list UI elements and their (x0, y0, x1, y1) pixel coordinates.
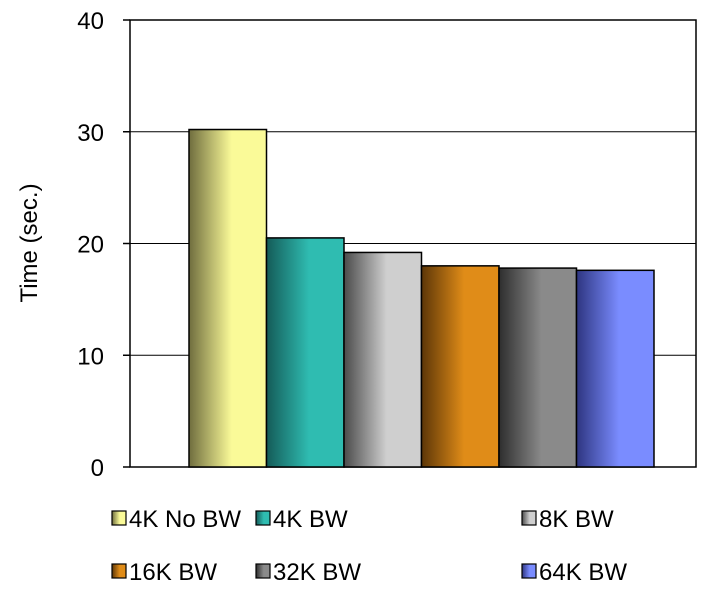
legend-swatch-4k-bw (255, 510, 271, 526)
bar-32k-bw (498, 267, 578, 468)
bar-4k-no-bw (188, 128, 268, 468)
legend-swatch-16k-bw (111, 563, 127, 579)
y-tick-label: 0 (91, 455, 104, 482)
legend: 4K No BW 4K BW 8K BW 16K BW 32K BW 64K BW (111, 506, 627, 586)
y-tick-label: 10 (77, 343, 104, 370)
y-tick-label: 20 (77, 232, 104, 259)
legend-label-64k-bw: 64K BW (539, 559, 627, 586)
legend-label-4k-no-bw: 4K No BW (129, 506, 241, 533)
bars (188, 128, 655, 468)
bar-4k-bw (265, 237, 345, 468)
y-tick-label: 30 (77, 120, 104, 147)
bar-16k-bw (420, 265, 500, 468)
legend-label-8k-bw: 8K BW (539, 506, 614, 533)
legend-label-32k-bw: 32K BW (273, 559, 361, 586)
y-axis: 0 10 20 30 40 (77, 8, 130, 482)
legend-swatch-32k-bw (255, 563, 271, 579)
legend-label-16k-bw: 16K BW (129, 559, 217, 586)
legend-label-4k-bw: 4K BW (273, 506, 348, 533)
legend-swatch-4k-no-bw (111, 510, 127, 526)
y-tick-label: 40 (77, 8, 104, 35)
legend-swatch-64k-bw (521, 563, 537, 579)
bar-64k-bw (575, 269, 655, 468)
bar-8k-bw (343, 251, 423, 468)
legend-swatch-8k-bw (521, 510, 537, 526)
y-axis-label: Time (sec.) (16, 183, 43, 302)
